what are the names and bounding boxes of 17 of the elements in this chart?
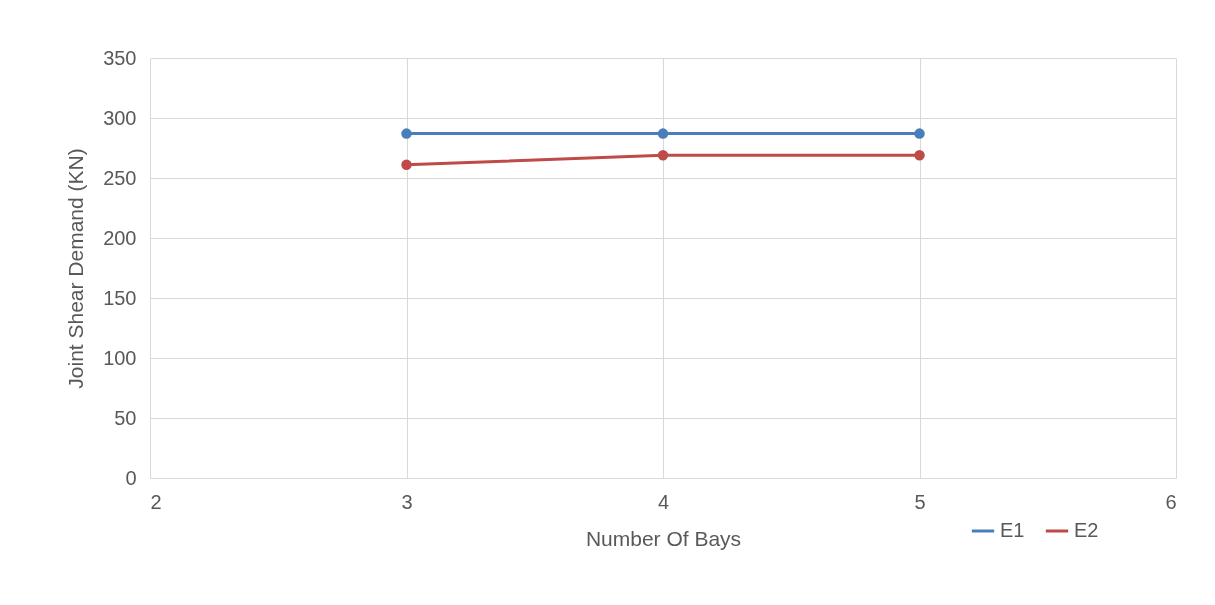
y-tick-label: 50	[114, 406, 137, 429]
x-tick-label: 5	[914, 490, 926, 513]
legend-label: E1	[1000, 519, 1025, 541]
y-tick-label: 0	[125, 466, 137, 489]
x-tick-label: 2	[150, 490, 162, 513]
y-tick-label: 300	[103, 106, 137, 129]
legend-label: E2	[1074, 519, 1099, 541]
x-tick-label: 6	[1165, 490, 1177, 513]
y-tick-label: 150	[103, 286, 137, 309]
y-tick-label: 350	[103, 46, 137, 69]
x-axis-title: Number Of Bays	[585, 526, 742, 550]
y-tick-label: 250	[103, 166, 137, 189]
y-axis-title: Joint Shear Demand (KN)	[64, 148, 88, 389]
y-tick-label: 200	[103, 226, 137, 249]
x-tick-label: 3	[401, 490, 413, 513]
y-tick-label: 100	[103, 346, 137, 369]
x-tick-label: 4	[657, 490, 670, 513]
